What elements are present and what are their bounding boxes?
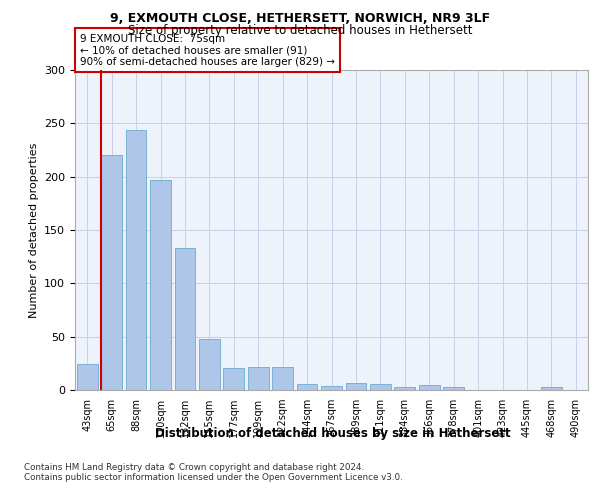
Bar bbox=[321, 386, 342, 390]
Text: 9 EXMOUTH CLOSE:  75sqm
← 10% of detached houses are smaller (91)
90% of semi-de: 9 EXMOUTH CLOSE: 75sqm ← 10% of detached… bbox=[80, 34, 335, 67]
Bar bbox=[223, 368, 244, 390]
Bar bbox=[125, 130, 146, 390]
Bar bbox=[541, 387, 562, 390]
Text: Distribution of detached houses by size in Hethersett: Distribution of detached houses by size … bbox=[155, 428, 511, 440]
Bar bbox=[248, 366, 269, 390]
Bar bbox=[346, 382, 367, 390]
Bar bbox=[443, 387, 464, 390]
Bar bbox=[394, 387, 415, 390]
Text: Contains HM Land Registry data © Crown copyright and database right 2024.
Contai: Contains HM Land Registry data © Crown c… bbox=[24, 462, 403, 482]
Bar bbox=[272, 366, 293, 390]
Text: Size of property relative to detached houses in Hethersett: Size of property relative to detached ho… bbox=[128, 24, 472, 37]
Bar bbox=[150, 180, 171, 390]
Bar bbox=[199, 339, 220, 390]
Bar bbox=[101, 156, 122, 390]
Bar bbox=[370, 384, 391, 390]
Bar bbox=[419, 384, 440, 390]
Text: 9, EXMOUTH CLOSE, HETHERSETT, NORWICH, NR9 3LF: 9, EXMOUTH CLOSE, HETHERSETT, NORWICH, N… bbox=[110, 12, 490, 26]
Y-axis label: Number of detached properties: Number of detached properties bbox=[29, 142, 38, 318]
Bar bbox=[175, 248, 196, 390]
Bar bbox=[296, 384, 317, 390]
Bar bbox=[77, 364, 98, 390]
